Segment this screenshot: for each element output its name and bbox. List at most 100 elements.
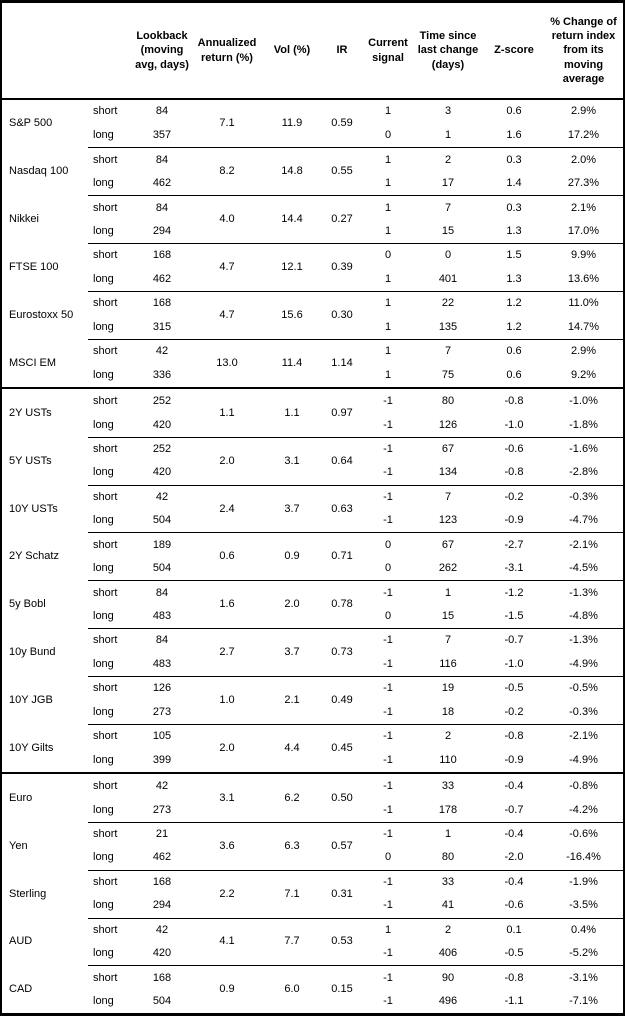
position-label: short: [88, 723, 134, 749]
pct-change-value: -2.8%: [569, 466, 598, 479]
current-signal-value: -1: [383, 803, 393, 816]
time-since-change-value: 22: [412, 291, 484, 316]
ir-value: 0.63: [320, 484, 364, 533]
position-label: long: [93, 657, 114, 670]
position-label: short: [88, 436, 134, 462]
annualized-return-value: 2.4: [190, 484, 264, 533]
asset-name: Nasdaq 100: [9, 165, 69, 178]
position-label: short: [88, 628, 134, 653]
ir-value: 0.64: [320, 436, 364, 486]
ir-value: 0.31: [320, 869, 364, 919]
pct-change-value: 0.4%: [544, 917, 623, 942]
table-body: S&P 500 short 84 7.1 11.9 0.59 1 3 0.6 2.9% long 35…: [2, 99, 623, 1013]
pct-change-value: -16.4%: [566, 851, 601, 864]
col-header-ir: IR: [320, 3, 364, 100]
time-since-change-value: 1: [444, 129, 452, 142]
annualized-return-value: 1.6: [190, 580, 264, 629]
time-since-change-value: 116: [439, 657, 457, 670]
position-label: short: [88, 580, 134, 605]
current-signal-value: 1: [364, 291, 412, 316]
pct-change-value: -4.5%: [569, 562, 598, 575]
ir-value: 0.53: [320, 917, 364, 966]
vol-value: 2.0: [264, 580, 320, 629]
current-signal-value: -1: [383, 994, 393, 1007]
annualized-return-value: 2.0: [190, 436, 264, 486]
current-signal-value: -1: [383, 705, 393, 718]
lookback-value: 462: [152, 177, 172, 190]
asset-name: S&P 500: [9, 117, 53, 130]
col-header-position: [88, 3, 134, 100]
vol-value: 4.4: [264, 723, 320, 774]
lookback-value: 42: [134, 917, 190, 942]
asset-name: AUD: [9, 935, 33, 948]
pct-change-value: -1.9%: [544, 869, 623, 895]
lookback-value: 420: [152, 947, 172, 960]
pct-change-value: 9.2%: [570, 368, 597, 381]
table-row: long 399 -1 110 -0.9 -4.9%: [2, 748, 623, 773]
table-row: 2Y Schatz short 189 0.6 0.9 0.71 0 67 -2.7 -2.1%: [2, 532, 623, 581]
zscore-value: -0.8: [504, 466, 524, 479]
current-signal-value: -1: [364, 869, 412, 895]
pct-change-value: -0.3%: [544, 484, 623, 510]
table-row: 10y Bund short 84 2.7 3.7 0.73 -1 7 -0.7 -1.3%: [2, 628, 623, 677]
zscore-value: -0.9: [504, 514, 524, 527]
time-since-change-value: 80: [412, 387, 484, 414]
zscore-value: -0.2: [504, 705, 524, 718]
table-row: FTSE 100 short 168 4.7 12.1 0.39 0 0 1.5 9.9%: [2, 243, 623, 292]
pct-change-value: -0.5%: [544, 676, 623, 701]
time-since-change-value: 262: [438, 562, 458, 575]
lookback-value: 168: [134, 869, 190, 895]
ir-value: 0.50: [320, 772, 364, 823]
position-label: long: [93, 224, 114, 237]
pct-change-value: 17.0%: [567, 224, 600, 237]
current-signal-value: 0: [364, 532, 412, 557]
table-row: long 462 0 80 -2.0 -16.4%: [2, 846, 623, 870]
current-signal-value: 1: [384, 320, 392, 333]
table-row: Sterling short 168 2.2 7.1 0.31 -1 33 -0.4 -1.9%: [2, 869, 623, 919]
asset-name: Sterling: [9, 887, 47, 900]
lookback-value: 462: [152, 851, 172, 864]
position-label: long: [93, 129, 114, 142]
position-label: short: [93, 105, 118, 118]
vol-value: 12.1: [264, 243, 320, 292]
zscore-value: -2.0: [504, 851, 524, 864]
position-label: short: [88, 291, 134, 316]
current-signal-value: -1: [364, 628, 412, 653]
annualized-return-value: 8.2: [190, 147, 264, 196]
time-since-change-value: 80: [441, 851, 455, 864]
lookback-value: 504: [152, 562, 172, 575]
asset-name: 10y Bund: [9, 646, 56, 659]
annualized-return-value: 4.0: [190, 195, 264, 244]
lookback-value: 21: [134, 821, 190, 847]
lookback-value: 504: [152, 994, 172, 1007]
position-label: long: [93, 994, 114, 1007]
ir-value: 0.27: [320, 195, 364, 244]
pct-change-value: -0.3%: [569, 705, 598, 718]
current-signal-value: 1: [384, 224, 392, 237]
vol-value: 3.7: [264, 628, 320, 677]
ir-value: 0.15: [320, 965, 364, 1013]
current-signal-value: 0: [384, 851, 392, 864]
ir-value: 0.45: [320, 723, 364, 774]
current-signal-value: 0: [384, 610, 392, 622]
time-since-change-value: 2: [412, 917, 484, 942]
zscore-value: -0.5: [504, 947, 524, 960]
lookback-value: 273: [152, 705, 172, 718]
table-row: long 504 -1 123 -0.9 -4.7%: [2, 509, 623, 533]
time-since-change-value: 135: [438, 320, 458, 333]
asset-name: CAD: [9, 982, 33, 995]
col-header-pct_change: % Change of return index from its moving…: [544, 3, 623, 100]
zscore-value: -3.1: [504, 562, 524, 575]
zscore-value: -0.7: [504, 803, 524, 816]
current-signal-value: -1: [383, 418, 393, 431]
zscore-value: 1.6: [506, 129, 522, 142]
zscore-value: -0.8: [484, 965, 544, 990]
time-since-change-value: 67: [412, 532, 484, 557]
position-label: short: [88, 532, 134, 557]
annualized-return-value: 13.0: [190, 338, 264, 389]
table-row: 5Y USTs short 252 2.0 3.1 0.64 -1 67 -0.6 -1.6%: [2, 436, 623, 486]
pct-change-value: 2.9%: [570, 105, 597, 118]
current-signal-value: -1: [364, 965, 412, 990]
time-since-change-value: 496: [438, 994, 458, 1007]
lookback-value: 399: [152, 753, 172, 766]
